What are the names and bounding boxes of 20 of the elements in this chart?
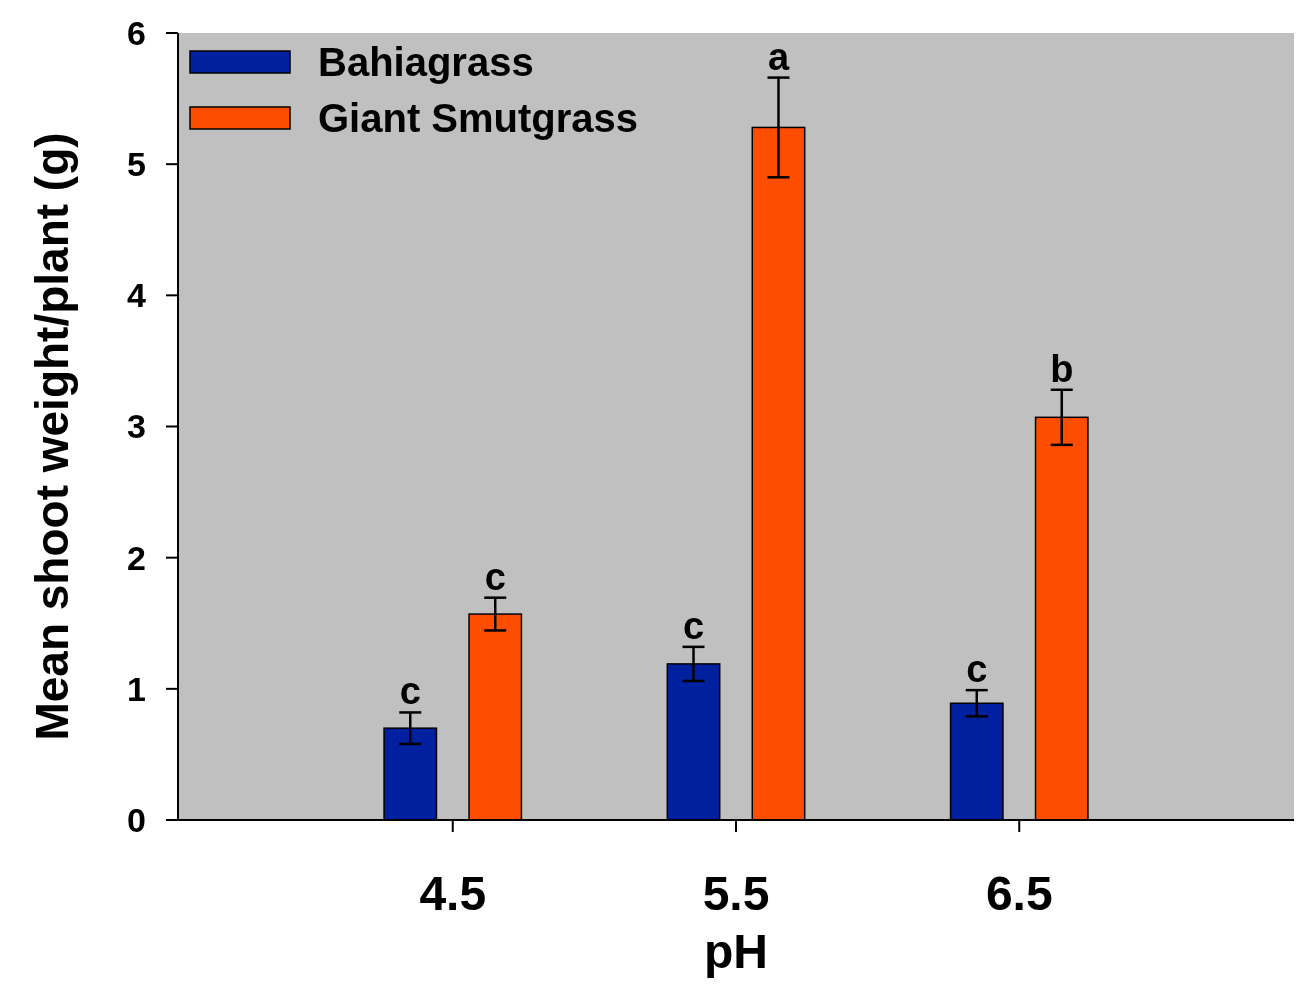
legend-label: Bahiagrass	[318, 40, 534, 84]
legend-label: Giant Smutgrass	[318, 96, 639, 140]
annotation: c	[484, 555, 506, 598]
x-tick-label: 5.5	[702, 867, 770, 920]
y-tick-label: 0	[127, 800, 146, 839]
annotation: a	[767, 35, 790, 78]
y-tick-label: 5	[127, 145, 146, 184]
annotation: c	[682, 604, 705, 647]
annotation: b	[1050, 347, 1074, 390]
y-tick-label: 3	[127, 407, 146, 446]
y-tick-label: 6	[127, 13, 146, 52]
y-axis-title: Mean shoot weight/plant (g)	[26, 132, 78, 741]
x-tick-label: 6.5	[985, 867, 1053, 920]
annotation: c	[966, 648, 988, 691]
y-tick-label: 2	[127, 538, 146, 577]
x-axis-title: pH	[704, 925, 768, 978]
y-tick-label: 4	[127, 276, 147, 315]
y-tick-label: 1	[127, 669, 146, 708]
annotation: c	[399, 670, 421, 713]
x-tick-label: 4.5	[419, 867, 487, 920]
